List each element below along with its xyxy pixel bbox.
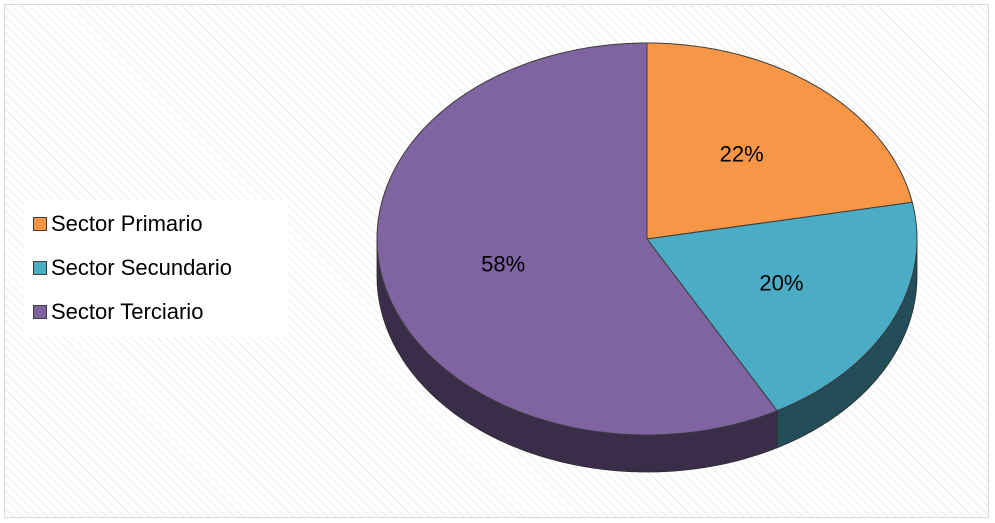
legend-label-terciario: Sector Terciario [51, 299, 204, 324]
data-label-secundario: 20% [759, 271, 803, 296]
chart-legend: Sector Primario Sector Secundario Sector… [25, 200, 288, 337]
pie-slice-secundario [646, 201, 918, 412]
legend-label-secundario: Sector Secundario [51, 255, 232, 280]
pie-slice-terciario [376, 42, 778, 436]
legend-swatch-secundario [33, 261, 47, 275]
legend-item-terciario: Sector Terciario [33, 299, 203, 325]
legend-label-primario: Sector Primario [51, 211, 203, 236]
legend-item-primario: Sector Primario [33, 211, 203, 237]
pie-slice-primario [646, 42, 913, 240]
data-label-terciario: 58% [481, 252, 525, 277]
legend-item-secundario: Sector Secundario [33, 255, 232, 281]
data-label-primario: 22% [720, 142, 764, 167]
legend-swatch-primario [33, 217, 47, 231]
legend-swatch-terciario [33, 305, 47, 319]
